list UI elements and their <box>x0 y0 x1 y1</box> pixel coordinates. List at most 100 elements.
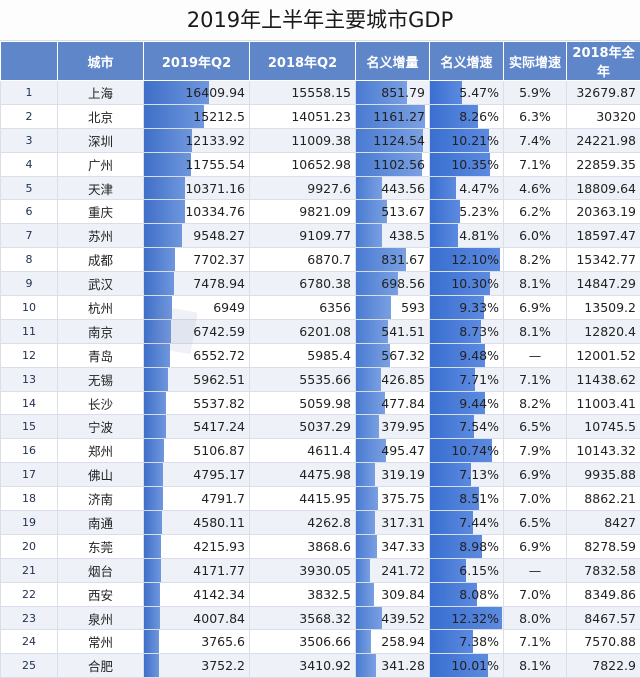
increment-cell-text: 1161.27 <box>373 109 425 124</box>
year-2018-cell-text: 8278.59 <box>584 539 636 554</box>
city-cell: 合肥 <box>58 654 144 678</box>
increment-cell-bar <box>356 368 381 391</box>
rank-cell: 13 <box>1 367 58 391</box>
increment-cell-text: 541.51 <box>381 324 425 339</box>
city-cell-text: 青岛 <box>88 349 113 364</box>
year-2018-cell-text: 10143.32 <box>576 443 636 458</box>
nominal-rate-cell: 8.26% <box>430 104 504 128</box>
q2-2019-cell-text: 6949 <box>213 300 245 315</box>
q2-2019-cell-text: 5106.87 <box>193 443 245 458</box>
header-rank <box>1 42 58 81</box>
increment-cell-text: 698.56 <box>381 276 425 291</box>
real-rate-cell-text: 6.5% <box>519 419 551 434</box>
q2-2019-cell-text: 4171.77 <box>193 563 245 578</box>
nominal-rate-cell: 7.38% <box>430 630 504 654</box>
nominal-rate-cell: 7.54% <box>430 415 504 439</box>
real-rate-cell: 8.2% <box>504 248 567 272</box>
city-cell-text: 济南 <box>88 492 113 507</box>
q2-2019-cell-bar <box>144 439 164 462</box>
rank-cell: 23 <box>1 606 58 630</box>
year-2018-cell-text: 18597.47 <box>576 228 636 243</box>
increment-cell-text: 1124.54 <box>373 133 425 148</box>
nominal-rate-cell: 8.98% <box>430 534 504 558</box>
rank-cell: 19 <box>1 511 58 535</box>
q2-2018-cell-text: 4475.98 <box>299 467 351 482</box>
year-2018-cell: 15342.77 <box>567 248 640 272</box>
q2-2019-cell-text: 6742.59 <box>193 324 245 339</box>
real-rate-cell: 7.4% <box>504 128 567 152</box>
increment-cell-text: 341.28 <box>381 658 425 673</box>
year-2018-cell-text: 11003.41 <box>576 396 636 411</box>
nominal-rate-cell-text: 12.32% <box>451 611 499 626</box>
rank-cell-text: 19 <box>22 516 36 529</box>
nominal-rate-cell: 12.10% <box>430 248 504 272</box>
real-rate-cell-text: 7.1% <box>519 634 551 649</box>
real-rate-cell-text: 6.9% <box>519 539 551 554</box>
increment-cell-text: 426.85 <box>381 372 425 387</box>
rank-cell-text: 21 <box>22 564 36 577</box>
q2-2019-cell-text: 4580.11 <box>193 515 245 530</box>
increment-cell-bar <box>356 630 371 653</box>
rank-cell: 16 <box>1 439 58 463</box>
year-2018-cell: 13509.2 <box>567 296 640 320</box>
increment-cell-text: 241.72 <box>381 563 425 578</box>
nominal-rate-cell-text: 7.13% <box>459 467 499 482</box>
year-2018-cell: 22859.35 <box>567 152 640 176</box>
rank-cell: 1 <box>1 81 58 105</box>
q2-2019-cell-text: 7478.94 <box>193 276 245 291</box>
city-cell: 泉州 <box>58 606 144 630</box>
year-2018-cell: 20363.19 <box>567 200 640 224</box>
increment-cell-bar <box>356 654 376 677</box>
year-2018-cell: 7570.88 <box>567 630 640 654</box>
q2-2019-cell: 12133.92 <box>144 128 250 152</box>
increment-cell: 317.31 <box>356 511 430 535</box>
increment-cell-bar <box>356 559 370 582</box>
q2-2018-cell: 5059.98 <box>250 391 356 415</box>
nominal-rate-cell: 4.81% <box>430 224 504 248</box>
rank-cell: 9 <box>1 272 58 296</box>
nominal-rate-cell: 12.32% <box>430 606 504 630</box>
q2-2019-cell-text: 4007.84 <box>193 611 245 626</box>
rank-cell-text: 11 <box>22 325 36 338</box>
city-cell-text: 北京 <box>88 110 113 125</box>
q2-2019-cell-bar <box>144 630 159 653</box>
nominal-rate-cell-text: 8.51% <box>459 491 499 506</box>
q2-2019-cell-text: 6552.72 <box>193 348 245 363</box>
real-rate-cell: 6.9% <box>504 463 567 487</box>
nominal-rate-cell: 7.44% <box>430 511 504 535</box>
q2-2019-cell-text: 3752.2 <box>201 658 245 673</box>
rank-cell-text: 8 <box>26 253 33 266</box>
nominal-rate-cell-text: 8.26% <box>459 109 499 124</box>
year-2018-cell: 32679.87 <box>567 81 640 105</box>
city-cell: 常州 <box>58 630 144 654</box>
real-rate-cell: 6.5% <box>504 511 567 535</box>
increment-cell: 319.19 <box>356 463 430 487</box>
city-cell-text: 西安 <box>88 588 113 603</box>
q2-2019-cell: 10371.16 <box>144 176 250 200</box>
year-2018-cell: 11003.41 <box>567 391 640 415</box>
year-2018-cell: 24221.98 <box>567 128 640 152</box>
q2-2019-cell-text: 15212.5 <box>193 109 245 124</box>
real-rate-cell: 8.0% <box>504 606 567 630</box>
year-2018-cell: 8349.86 <box>567 582 640 606</box>
real-rate-cell: 6.2% <box>504 200 567 224</box>
q2-2019-cell-bar <box>144 344 170 367</box>
q2-2019-cell-bar <box>144 535 161 558</box>
real-rate-cell-text: 7.9% <box>519 443 551 458</box>
increment-cell: 379.95 <box>356 415 430 439</box>
year-2018-cell-text: 7832.58 <box>584 563 636 578</box>
nominal-rate-cell-bar <box>430 200 460 223</box>
real-rate-cell-text: 6.2% <box>519 204 551 219</box>
city-cell-text: 重庆 <box>88 205 113 220</box>
q2-2018-cell-text: 5535.66 <box>299 372 351 387</box>
city-cell-text: 南京 <box>88 325 113 340</box>
